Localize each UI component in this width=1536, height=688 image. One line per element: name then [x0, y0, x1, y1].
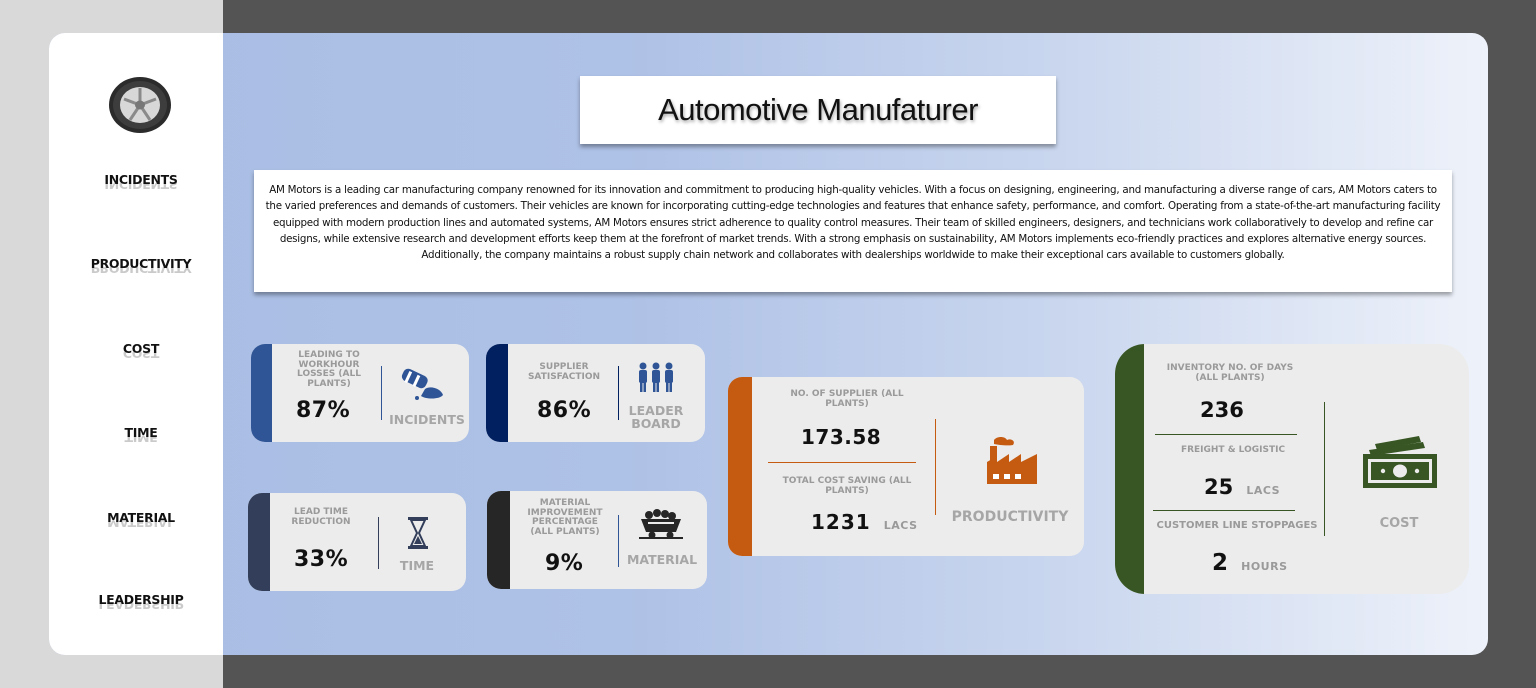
divider	[1153, 510, 1295, 511]
label-reflection: LEADERSHIP	[49, 603, 233, 610]
page-title: Automotive Manufaturer	[658, 92, 978, 127]
sidebar-item-cost[interactable]: COST COST	[49, 341, 233, 359]
divider	[768, 462, 916, 463]
incidents-accent-bar	[251, 344, 272, 442]
productivity-category-label: PRODUCTIVITY	[951, 509, 1069, 525]
tire-logo-icon	[109, 77, 171, 133]
label-reflection: MATERIAL	[49, 521, 233, 528]
divider	[378, 517, 379, 569]
inventory-days-value: 236	[1200, 398, 1244, 422]
material-card[interactable]: MATERIAL IMPROVEMENT PERCENTAGE (ALL PLA…	[487, 491, 707, 589]
cost-saving-unit: LACS	[883, 519, 918, 532]
freight-logistic-label: FREIGHT & LOGISTIC	[1180, 445, 1286, 455]
cost-category-label: COST	[1379, 516, 1419, 531]
sidebar-item-leadership[interactable]: LEADERSHIP LEADERSHIP	[49, 592, 233, 610]
leader-board-card[interactable]: SUPPLIER SATISFACTION 86% LEADER BOARD	[486, 344, 705, 442]
divider	[618, 366, 619, 420]
sidebar-item-label: PRODUCTIVITY	[90, 256, 192, 271]
inventory-days-label: INVENTORY NO. OF DAYS (ALL PLANTS)	[1166, 363, 1294, 383]
leader-kpi-value: 86%	[537, 398, 592, 423]
leader-kpi-label: SUPPLIER SATISFACTION	[527, 362, 601, 382]
incidents-kpi-label: LEADING TO WORKHOUR LOSSES (ALL PLANTS)	[297, 350, 361, 389]
material-accent-bar	[487, 491, 510, 589]
factory-icon	[987, 437, 1037, 484]
sidebar-item-productivity[interactable]: PRODUCTIVITY PRODUCTIVITY	[49, 256, 233, 274]
freight-logistic-unit: LACS	[1246, 484, 1281, 497]
sidebar-item-label: COST	[122, 341, 160, 356]
line-stoppages-label: CUSTOMER LINE STOPPAGES	[1156, 520, 1318, 531]
team-icon	[639, 362, 673, 392]
line-stoppages-unit: HOURS	[1241, 560, 1288, 573]
label-reflection: PRODUCTIVITY	[49, 267, 233, 274]
label-reflection: TIME	[49, 436, 233, 443]
cost-saving-row: 1231 LACS	[811, 510, 918, 534]
cost-card[interactable]: INVENTORY NO. OF DAYS (ALL PLANTS) 236 F…	[1115, 344, 1469, 594]
leader-category-label: LEADER BOARD	[618, 404, 694, 430]
material-category-label: MATERIAL	[626, 552, 698, 567]
cost-saving-value: 1231	[811, 510, 871, 534]
material-kpi-label: MATERIAL IMPROVEMENT PERCENTAGE (ALL PLA…	[527, 498, 603, 537]
supplier-count-label: NO. OF SUPPLIER (ALL PLANTS)	[790, 389, 904, 409]
sidebar-item-material[interactable]: MATERIAL MATERIAL	[49, 510, 233, 528]
hourglass-icon	[408, 517, 428, 549]
money-icon	[1363, 436, 1437, 488]
time-accent-bar	[248, 493, 270, 591]
divider	[381, 366, 382, 420]
line-stoppages-row: 2 HOURS	[1212, 550, 1288, 576]
supplier-count-value: 173.58	[801, 425, 882, 449]
divider	[618, 515, 619, 567]
freight-logistic-row: 25 LACS	[1204, 475, 1280, 499]
incidents-card[interactable]: LEADING TO WORKHOUR LOSSES (ALL PLANTS) …	[251, 344, 469, 442]
divider	[1324, 402, 1325, 536]
productivity-accent-bar	[728, 377, 752, 556]
productivity-card[interactable]: NO. OF SUPPLIER (ALL PLANTS) 173.58 TOTA…	[728, 377, 1084, 556]
dashboard-panel: INCIDENTS INCIDENTS PRODUCTIVITY PRODUCT…	[49, 33, 1488, 655]
label-reflection: INCIDENTS	[49, 183, 233, 190]
title-box: Automotive Manufaturer	[580, 76, 1056, 144]
sidebar-item-label: INCIDENTS	[104, 172, 178, 187]
time-kpi-label: LEAD TIME REDUCTION	[291, 507, 351, 527]
label-reflection: COST	[49, 352, 233, 359]
leader-category-line1: LEADER	[628, 403, 684, 418]
mine-cart-icon	[639, 509, 683, 539]
cost-saving-label: TOTAL COST SAVING (ALL PLANTS)	[782, 476, 912, 496]
spill-barrel-icon	[401, 368, 443, 400]
cost-accent-bar	[1115, 344, 1144, 594]
sidebar-item-time[interactable]: TIME TIME	[49, 425, 233, 443]
line-stoppages-value: 2	[1212, 550, 1229, 576]
time-category-label: TIME	[399, 558, 435, 573]
material-kpi-value: 9%	[545, 551, 584, 576]
divider	[935, 419, 936, 515]
sidebar-item-incidents[interactable]: INCIDENTS INCIDENTS	[49, 172, 233, 190]
leader-accent-bar	[486, 344, 508, 442]
incidents-kpi-value: 87%	[296, 398, 351, 423]
leader-category-line2: BOARD	[631, 416, 681, 431]
sidebar: INCIDENTS INCIDENTS PRODUCTIVITY PRODUCT…	[49, 33, 223, 655]
time-card[interactable]: LEAD TIME REDUCTION 33% TIME	[248, 493, 466, 591]
sidebar-item-label: MATERIAL	[107, 510, 175, 525]
freight-logistic-value: 25	[1204, 475, 1234, 499]
company-description: AM Motors is a leading car manufacturing…	[254, 170, 1452, 292]
sidebar-item-label: LEADERSHIP	[98, 592, 184, 607]
incidents-category-label: INCIDENTS	[389, 412, 465, 427]
sidebar-item-label: TIME	[124, 425, 158, 440]
divider	[1155, 434, 1297, 435]
time-kpi-value: 33%	[294, 547, 349, 572]
